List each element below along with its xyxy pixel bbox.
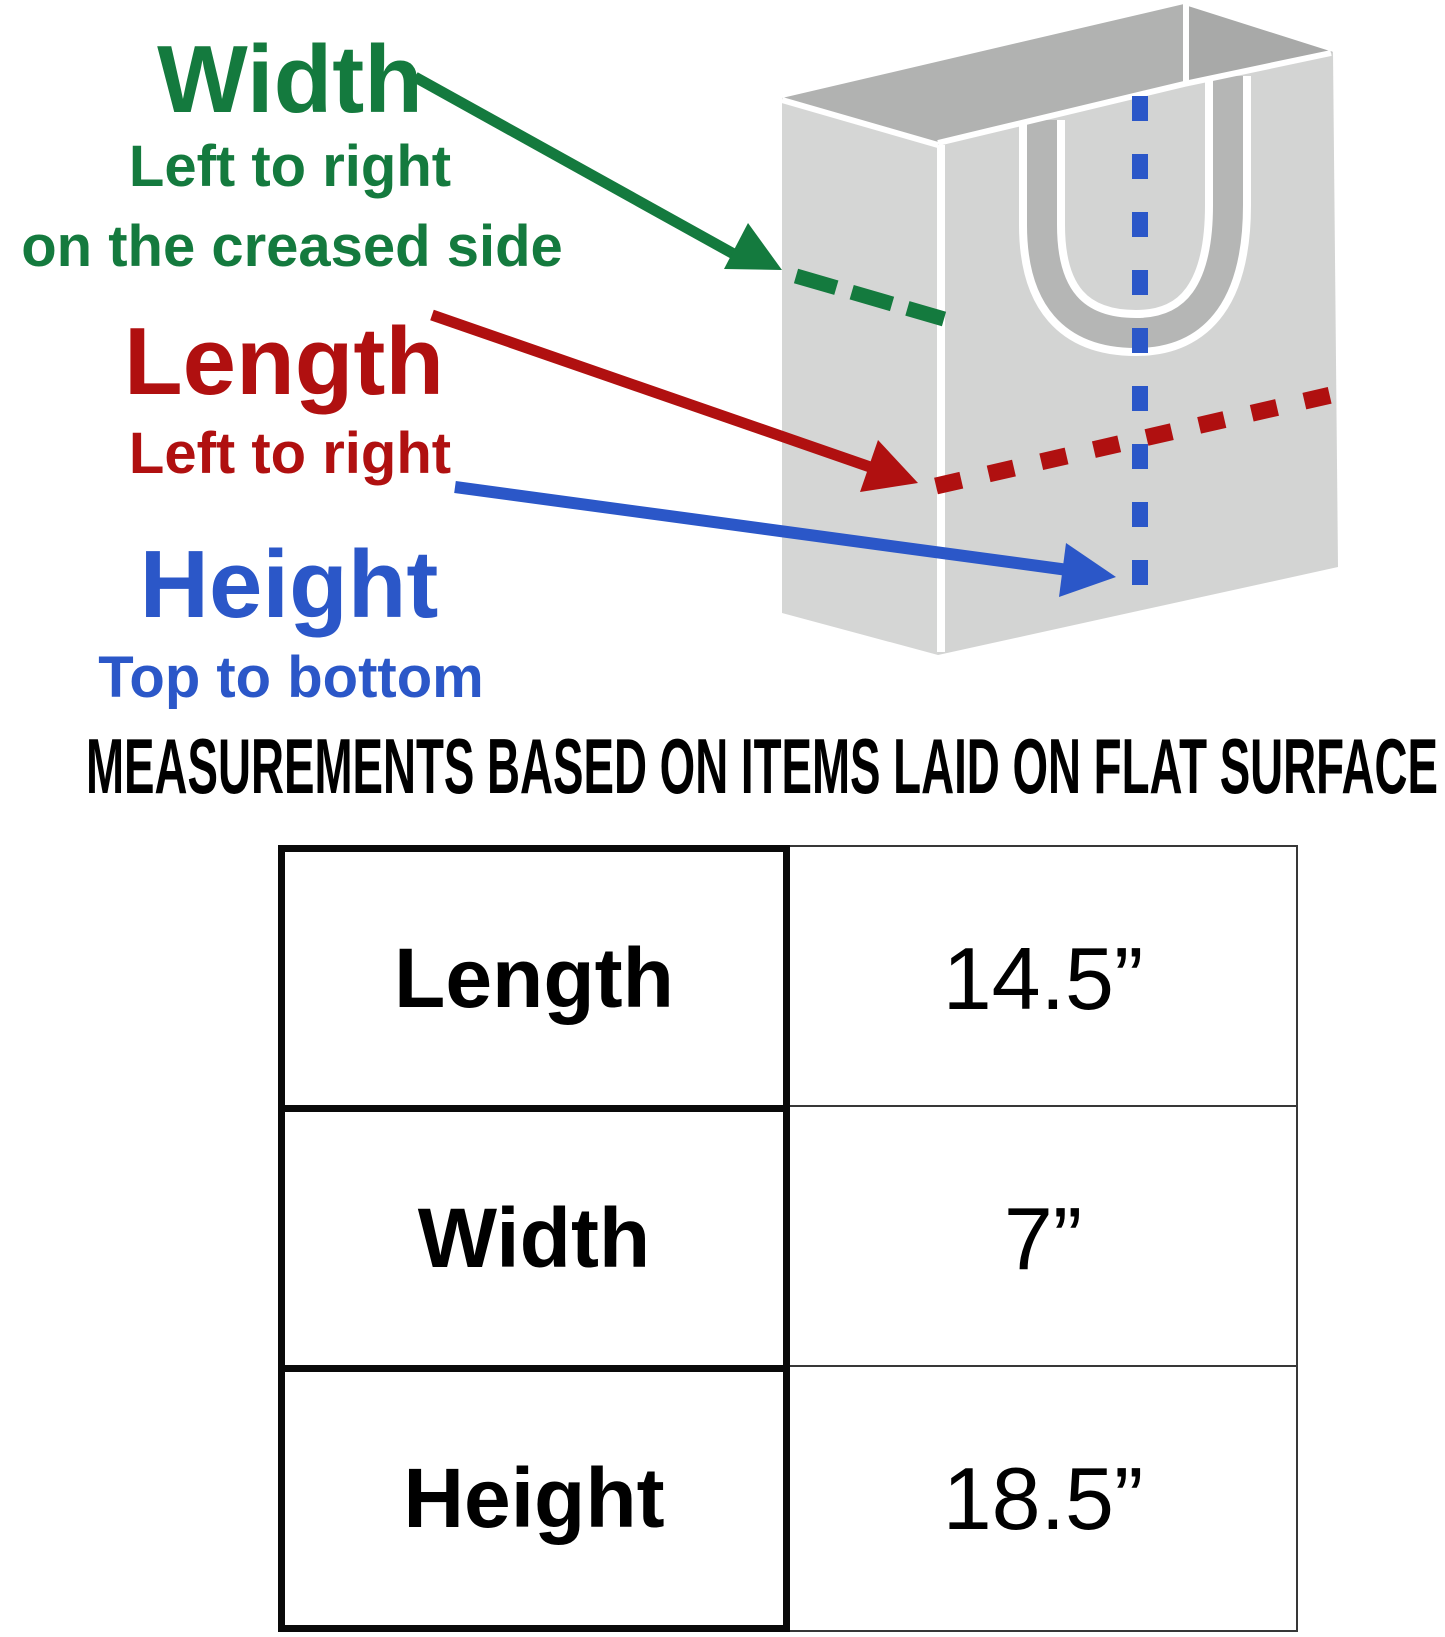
row-value-length: 14.5” bbox=[790, 845, 1298, 1112]
height-sublabel: Top to bottom bbox=[98, 645, 484, 710]
width-arrow bbox=[412, 72, 782, 270]
width-sublabel-2: on the creased side bbox=[21, 214, 563, 279]
length-sublabel: Left to right bbox=[128, 421, 452, 486]
length-arrow bbox=[430, 309, 918, 492]
row-label-height: Height bbox=[278, 1365, 790, 1632]
table-row: Width 7” bbox=[278, 1105, 1298, 1372]
flat-surface-note-band: MEASUREMENTS BASED ON ITEMS LAID ON FLAT… bbox=[86, 722, 1438, 810]
row-value-height: 18.5” bbox=[790, 1365, 1298, 1632]
height-label: Height bbox=[139, 531, 439, 638]
height-arrow bbox=[454, 481, 1116, 597]
bag-seam-lines bbox=[781, 4, 1332, 652]
measurements-table: Length 14.5” Width 7” Height 18.5” bbox=[278, 845, 1298, 1632]
row-label-width: Width bbox=[278, 1105, 790, 1372]
width-label: Width bbox=[157, 26, 423, 133]
flat-surface-note: MEASUREMENTS BASED ON ITEMS LAID ON FLAT… bbox=[86, 722, 1438, 810]
shopping-bag-illustration bbox=[412, 4, 1346, 655]
table-row: Length 14.5” bbox=[278, 845, 1298, 1112]
bag-left-panel bbox=[782, 98, 938, 655]
bag-interior-right bbox=[1188, 6, 1333, 86]
width-sublabel-1: Left to right bbox=[128, 134, 452, 199]
width-dashed-line bbox=[793, 268, 947, 327]
length-dashed-line bbox=[934, 383, 1346, 495]
row-label-length: Length bbox=[278, 845, 790, 1112]
length-label: Length bbox=[124, 308, 444, 415]
row-value-width: 7” bbox=[790, 1105, 1298, 1372]
bag-interior bbox=[782, 4, 1184, 143]
table-row: Height 18.5” bbox=[278, 1365, 1298, 1632]
